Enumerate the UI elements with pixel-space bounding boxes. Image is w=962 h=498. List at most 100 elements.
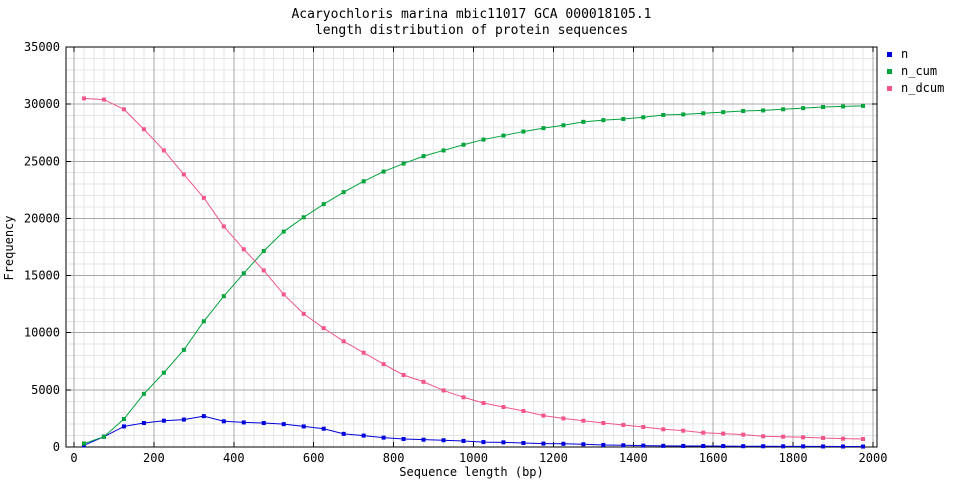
series-marker-n [841,444,846,449]
series-marker-n_cum [181,347,186,352]
series-marker-n_dcum [401,373,406,377]
series-marker-n_dcum [821,435,826,440]
series-marker-n_dcum [761,434,766,439]
series-marker-n [621,443,626,448]
series-marker-n_dcum [681,428,686,433]
series-marker-n_cum [381,169,386,174]
series-marker-n [821,444,826,449]
series-marker-n_cum [641,115,646,120]
series-marker-n_cum [221,294,226,299]
x-tick-label: 1400 [619,451,648,465]
series-marker-n_cum [361,179,366,184]
series-marker-n_dcum [81,96,86,101]
x-tick-label: 1800 [779,451,808,465]
y-tick-label: 10000 [24,326,60,340]
series-marker-n [781,444,786,449]
series-marker-n [181,417,186,422]
series-line-n_cum [83,105,864,445]
x-axis-label: Sequence length (bp) [399,465,544,479]
plot-border [65,46,878,448]
series-marker-n_dcum [501,405,506,409]
x-tick-label: 2000 [859,451,888,465]
series-marker-n_cum [861,103,866,108]
series-marker-n [121,424,126,429]
series-marker-n_dcum [381,362,386,367]
series-marker-n_dcum [281,292,286,297]
series-marker-n_cum [81,441,86,446]
x-tick-label: 0 [70,451,77,465]
series-marker-n [481,440,486,445]
series-marker-n_dcum [261,268,266,273]
series-marker-n_dcum [561,416,566,421]
series-marker-n [581,442,586,447]
series-marker-n_dcum [661,427,666,432]
series-marker-n_dcum [201,195,206,200]
x-tick-label: 1200 [539,451,568,465]
legend-item-n_cum: n_cum [881,63,944,80]
y-tick-label: 5000 [31,383,60,397]
series-marker-n_cum [561,123,566,128]
legend-marker-icon [887,69,892,74]
series-marker-n [421,437,426,442]
series-marker-n_cum [261,249,266,253]
series-marker-n_cum [401,161,406,166]
y-tick-label: 20000 [24,211,60,225]
y-tick-label: 15000 [24,269,60,283]
series-marker-n_cum [721,110,726,115]
series-marker-n_cum [841,104,846,109]
series-marker-n_dcum [421,379,426,384]
series-marker-n_cum [581,119,586,124]
series-marker-n_cum [201,319,206,324]
series-marker-n_cum [441,148,446,153]
series-marker-n_cum [801,106,806,111]
legend-item-n: n [881,46,944,63]
series-marker-n_dcum [221,224,226,229]
x-tick-label: 1600 [699,451,728,465]
series-marker-n_dcum [861,437,866,441]
series-marker-n [641,443,646,448]
series-marker-n_cum [741,109,746,113]
series-marker-n [161,418,166,423]
series-marker-n [501,440,506,445]
series-marker-n [561,441,566,446]
legend-label: n [901,47,909,61]
series-marker-n_cum [161,370,166,375]
y-tick-label: 30000 [24,97,60,111]
series-marker-n_cum [621,117,626,121]
series-marker-n_dcum [141,127,146,132]
series-marker-n_cum [501,133,506,138]
series-marker-n_cum [761,108,766,113]
series-marker-n_dcum [161,148,166,153]
series-marker-n_cum [241,271,246,276]
series-marker-n_cum [681,112,686,117]
y-tick-label: 25000 [24,154,60,168]
legend-label: n_dcum [901,81,945,95]
series-marker-n_dcum [441,388,446,393]
series-marker-n_dcum [361,350,366,355]
series-marker-n_dcum [701,430,706,435]
series-marker-n_cum [701,111,706,116]
series-marker-n_cum [541,126,546,131]
series-marker-n [541,441,546,446]
series-marker-n_cum [481,137,486,142]
series-marker-n_dcum [781,434,786,439]
series-marker-n [761,444,766,449]
x-tick-label: 600 [303,451,325,465]
series-marker-n [441,438,446,443]
series-marker-n [221,419,226,424]
series-marker-n_cum [601,118,606,123]
series-marker-n [461,438,466,443]
series-marker-n_dcum [121,107,126,112]
series-marker-n_dcum [301,311,306,316]
series-marker-n [141,421,146,425]
series-marker-n [661,443,666,448]
series-marker-n_dcum [741,432,746,437]
series-marker-n_cum [461,142,466,147]
series-marker-n_cum [821,105,826,109]
series-marker-n [201,414,206,419]
series-marker-n [241,420,246,425]
chart-title: Acaryochloris marina mbic11017 GCA 00001… [291,7,652,22]
series-marker-n_dcum [541,413,546,418]
